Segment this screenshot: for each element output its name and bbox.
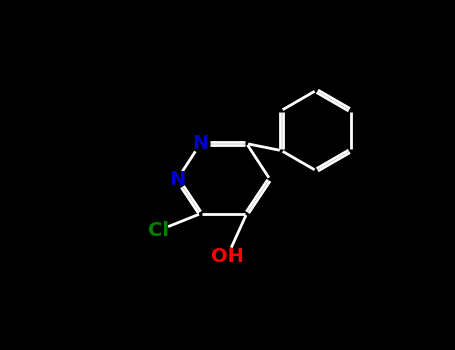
Text: Cl: Cl bbox=[147, 221, 169, 240]
Text: N: N bbox=[192, 134, 208, 153]
Text: N: N bbox=[169, 169, 186, 189]
Text: OH: OH bbox=[211, 246, 244, 266]
